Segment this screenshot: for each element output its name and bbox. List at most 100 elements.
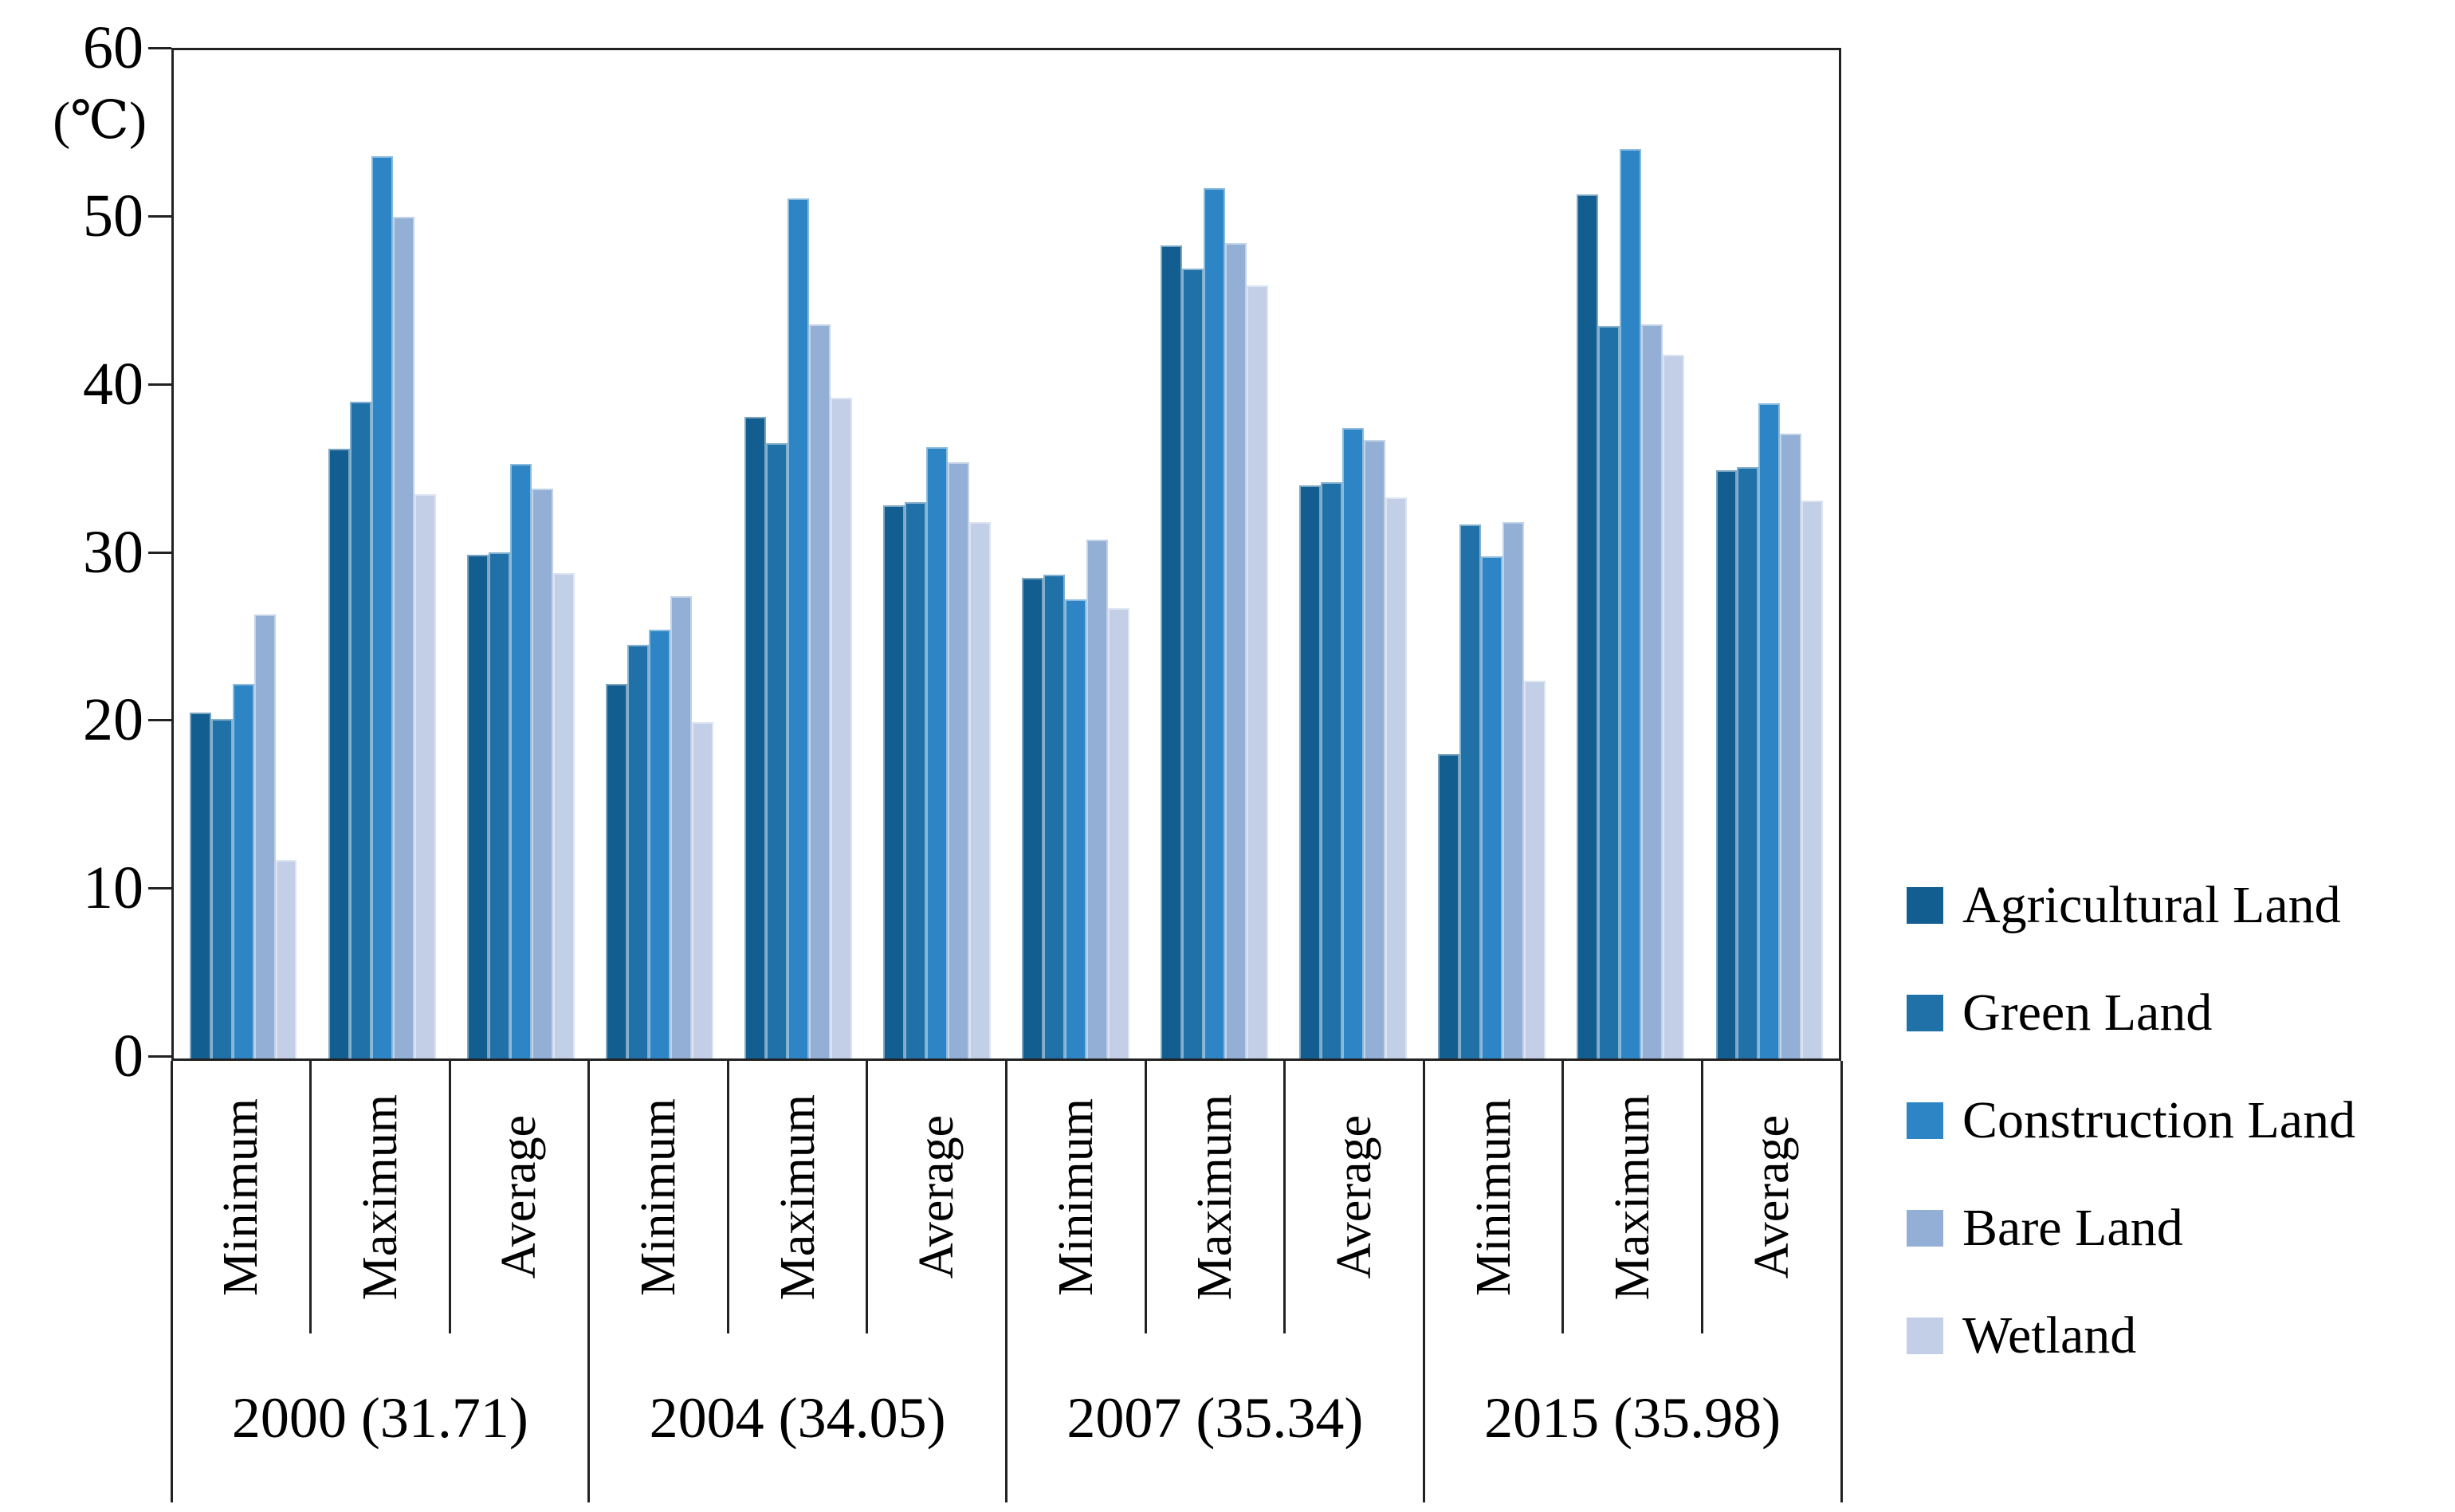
bar-agricultural-land [1022,578,1044,1058]
bar-construction-land [1620,149,1642,1058]
stat-cell-divider [1422,1061,1425,1333]
bar-bare-land [392,216,414,1058]
bar-construction-land [1065,599,1087,1058]
legend-item-bare-land: Bare Land [1907,1174,2355,1282]
x-axis-stat-cell: Average [1285,1061,1424,1333]
legend-item-construction-land: Construction Land [1907,1066,2355,1174]
bar-construction-land [648,630,670,1058]
year-label: 2000 (31.71) [231,1386,528,1450]
bar-agricultural-land [1299,485,1322,1058]
legend-swatch [1907,1209,1943,1247]
x-axis-stat-cell: Minimum [1424,1061,1563,1333]
bar-agricultural-land [1715,470,1738,1058]
stat-label: Average [909,1115,964,1279]
legend-label: Construction Land [1962,1090,2356,1149]
legend: Agricultural Land Green Land Construction … [1907,851,2355,1389]
x-axis-year-cell: 2007 (35.34) [1007,1333,1424,1502]
stat-label: Minimum [214,1098,269,1297]
year-cell-divider [1005,1333,1008,1502]
bar-green-land [488,552,510,1058]
x-axis-stat-cell: Maximum [728,1061,867,1333]
stat-label: Maximum [770,1094,825,1301]
stat-cell-divider [1144,1061,1147,1333]
bar-construction-land [1342,428,1365,1058]
x-axis-stat-cell: Maximum [1145,1061,1285,1333]
x-axis-stat-cell: Minimum [171,1061,311,1333]
legend-item-wetland: Wetland [1907,1282,2355,1389]
stat-label: Maximum [1605,1094,1660,1301]
x-axis-stat-cell: Maximum [1563,1061,1703,1333]
legend-label: Wetland [1962,1306,2137,1365]
bar-bare-land [1364,440,1386,1058]
stat-label: Average [492,1115,547,1279]
year-cell-divider [1840,1333,1843,1502]
stat-cell-divider [170,1061,173,1333]
bar-wetland [1385,497,1408,1058]
stat-label: Average [1744,1115,1799,1279]
bar-construction-land [925,446,948,1058]
bar-agricultural-land [328,448,350,1058]
bar-wetland [275,860,297,1058]
y-axis-tick [148,551,171,554]
y-axis-unit-label: (℃) [53,92,147,150]
bar-bare-land [531,489,553,1058]
bar-green-land [904,502,926,1058]
x-axis-stat-cell: Minimum [1007,1061,1146,1333]
y-axis-tick [148,383,171,386]
bar-green-land [627,645,649,1058]
legend-swatch [1907,886,1943,924]
stat-label: Minimum [631,1098,686,1297]
bar-wetland [691,722,713,1058]
bar-bare-land [947,461,969,1058]
bar-wetland [1108,607,1129,1058]
legend-label: Green Land [1962,983,2213,1042]
bar-wetland [830,398,852,1058]
bar-green-land [765,443,788,1058]
stat-label: Minimum [1466,1098,1521,1297]
stat-cell-divider [1840,1061,1843,1333]
y-axis-tick [148,719,171,722]
y-axis-tick-label: 60 [83,14,143,81]
bar-agricultural-land [466,554,489,1058]
bar-construction-land [371,155,393,1058]
x-axis-year-cell: 2004 (34.05) [589,1333,1007,1502]
year-label: 2015 (35.98) [1484,1386,1781,1450]
y-axis-tick-label: 0 [113,1023,143,1090]
bar-bare-land [1086,539,1108,1058]
stat-cell-divider [1700,1061,1703,1333]
stat-cell-divider [1561,1061,1565,1333]
bar-construction-land [1204,187,1226,1058]
x-axis-year-cell: 2015 (35.98) [1424,1333,1841,1502]
x-axis-stat-cell: Minimum [589,1061,729,1333]
bar-green-land [1737,466,1759,1058]
legend-swatch [1907,1102,1943,1139]
y-axis-tick [148,1055,171,1058]
stat-cell-divider [309,1061,312,1333]
bar-green-land [1598,325,1620,1058]
x-axis-year-cell: 2000 (31.71) [171,1333,589,1502]
legend-label: Bare Land [1962,1198,2183,1257]
stat-label: Maximum [352,1094,407,1301]
stat-cell-divider [866,1061,869,1333]
plot-area [171,48,1841,1061]
bar-green-land [1182,269,1204,1058]
stat-cell-divider [1283,1061,1286,1333]
y-axis-tick [148,887,171,890]
y-axis-tick-label: 40 [83,350,143,418]
bar-green-land [349,401,371,1058]
bar-wetland [1524,680,1546,1058]
x-axis-stat-cell: Maximum [311,1061,450,1333]
bar-green-land [210,719,233,1058]
bar-agricultural-land [1577,194,1599,1058]
legend-label: Agricultural Land [1962,875,2341,934]
bar-wetland [414,493,436,1058]
year-cell-divider [587,1333,591,1502]
year-label: 2007 (35.34) [1066,1386,1364,1450]
y-axis: (℃) 60 50 40 30 20 10 0 [0,18,171,1086]
bar-wetland [1247,285,1269,1058]
legend-item-green-land: Green Land [1907,959,2355,1066]
legend-item-agricultural-land: Agricultural Land [1907,851,2355,959]
stat-cell-divider [587,1061,591,1333]
bar-agricultural-land [883,505,905,1058]
legend-swatch [1907,994,1943,1031]
